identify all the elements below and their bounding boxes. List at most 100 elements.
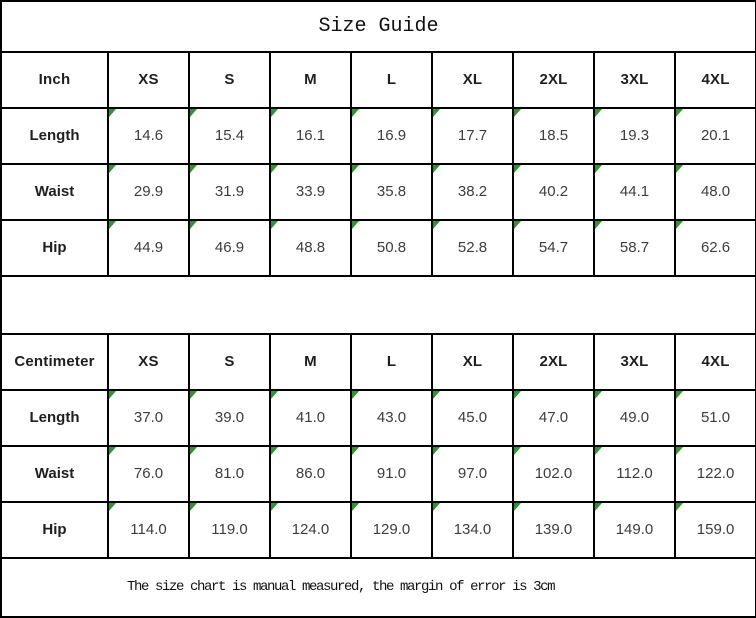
size-value-cell: 35.8	[350, 162, 433, 221]
green-corner-flag-icon	[353, 447, 359, 455]
size-value-cell: 19.3	[593, 106, 676, 165]
table-row: Length 14.6 15.4 16.1 16.9 17.7 18.5 19.…	[0, 106, 756, 165]
size-value-cell: 91.0	[350, 444, 433, 503]
size-value: 139.0	[534, 521, 573, 539]
green-corner-flag-icon	[596, 109, 602, 117]
size-column-header: XL	[431, 50, 514, 109]
size-value: 76.0	[133, 465, 164, 483]
size-column-header: XS	[107, 332, 190, 391]
row-label: Waist	[0, 444, 109, 503]
size-value: 48.0	[700, 183, 731, 201]
size-value-cell: 122.0	[673, 444, 756, 503]
size-value: 31.9	[214, 183, 245, 201]
green-corner-flag-icon	[596, 391, 602, 399]
green-corner-flag-icon	[677, 221, 683, 229]
size-column-header: 4XL	[673, 50, 756, 109]
size-value: 124.0	[291, 521, 330, 539]
green-corner-flag-icon	[434, 109, 440, 117]
size-value: 29.9	[133, 183, 164, 201]
green-corner-flag-icon	[515, 391, 521, 399]
size-guide-title: Size Guide	[0, 0, 756, 53]
size-value-cell: 114.0	[107, 500, 190, 559]
size-value-cell: 54.7	[512, 218, 595, 277]
size-value-cell: 48.0	[673, 162, 756, 221]
size-value: 14.6	[133, 127, 164, 145]
green-corner-flag-icon	[677, 391, 683, 399]
size-value: 86.0	[295, 465, 326, 483]
size-value-cell: 16.1	[269, 106, 352, 165]
size-value-cell: 20.1	[673, 106, 756, 165]
size-value: 43.0	[376, 409, 407, 427]
size-value: 112.0	[616, 465, 653, 483]
size-value-cell: 33.9	[269, 162, 352, 221]
size-value-cell: 62.6	[673, 218, 756, 277]
size-value: 33.9	[295, 183, 326, 201]
size-value: 114.0	[130, 521, 167, 539]
size-value: 40.2	[538, 183, 569, 201]
row-label: Waist	[0, 162, 109, 221]
size-value: 39.0	[214, 409, 245, 427]
green-corner-flag-icon	[110, 165, 116, 173]
size-value-cell: 39.0	[188, 388, 271, 447]
green-corner-flag-icon	[272, 165, 278, 173]
green-corner-flag-icon	[353, 391, 359, 399]
size-value: 52.8	[457, 239, 488, 257]
size-value: 58.7	[619, 239, 650, 257]
size-value-cell: 159.0	[673, 500, 756, 559]
size-value: 149.0	[615, 521, 654, 539]
size-column-header: XL	[431, 332, 514, 391]
size-value-cell: 97.0	[431, 444, 514, 503]
size-value-cell: 31.9	[188, 162, 271, 221]
size-value-cell: 16.9	[350, 106, 433, 165]
size-value-cell: 44.9	[107, 218, 190, 277]
size-value-cell: 129.0	[350, 500, 433, 559]
spacer-row	[0, 274, 756, 335]
row-label: Hip	[0, 218, 109, 277]
green-corner-flag-icon	[596, 165, 602, 173]
size-value-cell: 58.7	[593, 218, 676, 277]
size-value-cell: 14.6	[107, 106, 190, 165]
size-value-cell: 41.0	[269, 388, 352, 447]
green-corner-flag-icon	[515, 447, 521, 455]
green-corner-flag-icon	[110, 221, 116, 229]
size-value: 49.0	[619, 409, 650, 427]
size-value-cell: 40.2	[512, 162, 595, 221]
unit-header-centimeter: Centimeter	[0, 332, 109, 391]
table-row: Hip 114.0 119.0 124.0 129.0 134.0 139.0 …	[0, 500, 756, 559]
green-corner-flag-icon	[434, 221, 440, 229]
size-column-header: M	[269, 50, 352, 109]
centimeter-header-row: Centimeter XS S M L XL 2XL 3XL 4XL	[0, 332, 756, 391]
size-value: 62.6	[700, 239, 731, 257]
green-corner-flag-icon	[110, 503, 116, 511]
row-label: Hip	[0, 500, 109, 559]
green-corner-flag-icon	[353, 165, 359, 173]
size-value-cell: 38.2	[431, 162, 514, 221]
size-value: 119.0	[211, 521, 248, 539]
size-value: 46.9	[214, 239, 245, 257]
size-value: 102.0	[534, 465, 573, 483]
size-value: 44.1	[619, 183, 650, 201]
size-value-cell: 124.0	[269, 500, 352, 559]
size-value-cell: 81.0	[188, 444, 271, 503]
size-value: 16.9	[376, 127, 407, 145]
size-value-cell: 48.8	[269, 218, 352, 277]
size-value: 122.0	[696, 465, 735, 483]
size-value-cell: 46.9	[188, 218, 271, 277]
table-row: Waist 29.9 31.9 33.9 35.8 38.2 40.2 44.1…	[0, 162, 756, 221]
size-value: 91.0	[376, 465, 407, 483]
size-value: 51.0	[700, 409, 731, 427]
size-value: 19.3	[619, 127, 650, 145]
green-corner-flag-icon	[272, 109, 278, 117]
size-value: 18.5	[538, 127, 569, 145]
green-corner-flag-icon	[515, 165, 521, 173]
green-corner-flag-icon	[191, 447, 197, 455]
green-corner-flag-icon	[434, 391, 440, 399]
size-column-header: L	[350, 50, 433, 109]
size-column-header: 4XL	[673, 332, 756, 391]
green-corner-flag-icon	[434, 165, 440, 173]
green-corner-flag-icon	[191, 221, 197, 229]
size-value: 134.0	[453, 521, 492, 539]
size-value: 44.9	[133, 239, 164, 257]
green-corner-flag-icon	[677, 109, 683, 117]
